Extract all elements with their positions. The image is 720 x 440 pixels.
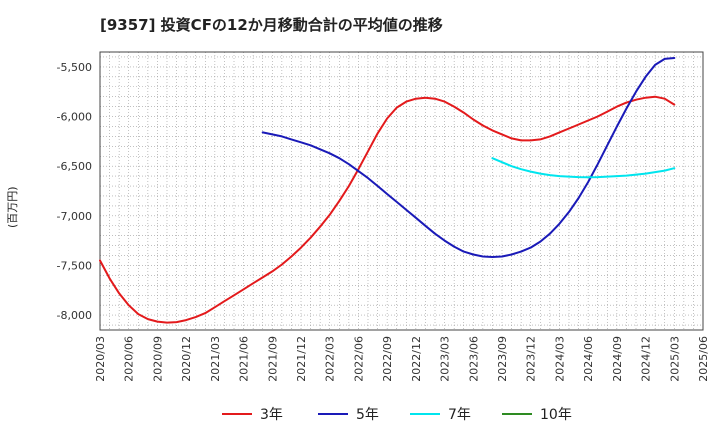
x-tick-label: 2022/06	[352, 336, 365, 382]
y-tick-label: -8,000	[57, 309, 92, 322]
x-tick-label: 2024/06	[582, 336, 595, 382]
x-tick-label: 2024/03	[553, 336, 566, 382]
x-tick-label: 2022/09	[381, 336, 394, 382]
y-tick-label: -7,500	[57, 259, 92, 272]
x-tick-label: 2021/12	[295, 336, 308, 382]
y-tick-label: -6,500	[57, 160, 92, 173]
legend-line-10y	[502, 413, 532, 415]
x-tick-label: 2021/09	[266, 336, 279, 382]
x-tick-label: 2025/03	[668, 336, 681, 382]
x-tick-label: 2023/06	[467, 336, 480, 382]
y-tick-label: -7,000	[57, 210, 92, 223]
series-line-0	[99, 95, 676, 324]
x-tick-labels: 2020/03 2020/06 2020/09 2020/12 2021/03 2021/…	[94, 336, 710, 382]
x-tick-label: 2025/06	[697, 336, 710, 382]
series-line-1	[261, 57, 676, 258]
legend-label-5y: 5年	[356, 407, 379, 423]
x-tick-label: 2021/06	[238, 336, 251, 382]
legend-label-3y: 3年	[260, 407, 283, 423]
y-tick-label: -6,000	[57, 111, 92, 124]
series-line-2	[491, 157, 676, 179]
x-tick-label: 2022/12	[410, 336, 423, 382]
x-tick-label: 2020/03	[94, 336, 107, 382]
legend-item-7y: 7年	[410, 404, 471, 424]
x-tick-label: 2023/09	[496, 336, 509, 382]
x-tick-label: 2023/03	[439, 336, 452, 382]
x-tick-label: 2020/09	[151, 336, 164, 382]
y-tick-label: -5,500	[57, 61, 92, 74]
legend-label-7y: 7年	[448, 407, 471, 423]
y-tick-labels: -5,500 -6,000 -6,500 -7,000 -7,500 -8,000	[57, 61, 92, 322]
legend-line-7y	[410, 413, 440, 415]
x-tick-label: 2024/12	[640, 336, 653, 382]
x-tick-label: 2024/09	[611, 336, 624, 382]
x-tick-label: 2022/03	[324, 336, 337, 382]
grid	[99, 52, 704, 330]
legend-item-5y: 5年	[318, 404, 379, 424]
legend-line-3y	[222, 413, 252, 415]
series-lines	[99, 57, 676, 324]
x-tick-label: 2020/06	[123, 336, 136, 382]
chart-title: [9357] 投資CFの12か月移動合計の平均値の推移	[100, 16, 443, 34]
legend-item-10y: 10年	[502, 404, 572, 424]
x-tick-label: 2020/12	[180, 336, 193, 382]
x-tick-label: 2023/12	[525, 336, 538, 382]
plot-frame	[99, 51, 704, 331]
legend-label-10y: 10年	[540, 407, 572, 423]
x-tick-label: 2021/03	[209, 336, 222, 382]
legend: 3年 5年 7年 10年	[0, 404, 720, 426]
legend-item-3y: 3年	[222, 404, 283, 424]
legend-line-5y	[318, 413, 348, 415]
